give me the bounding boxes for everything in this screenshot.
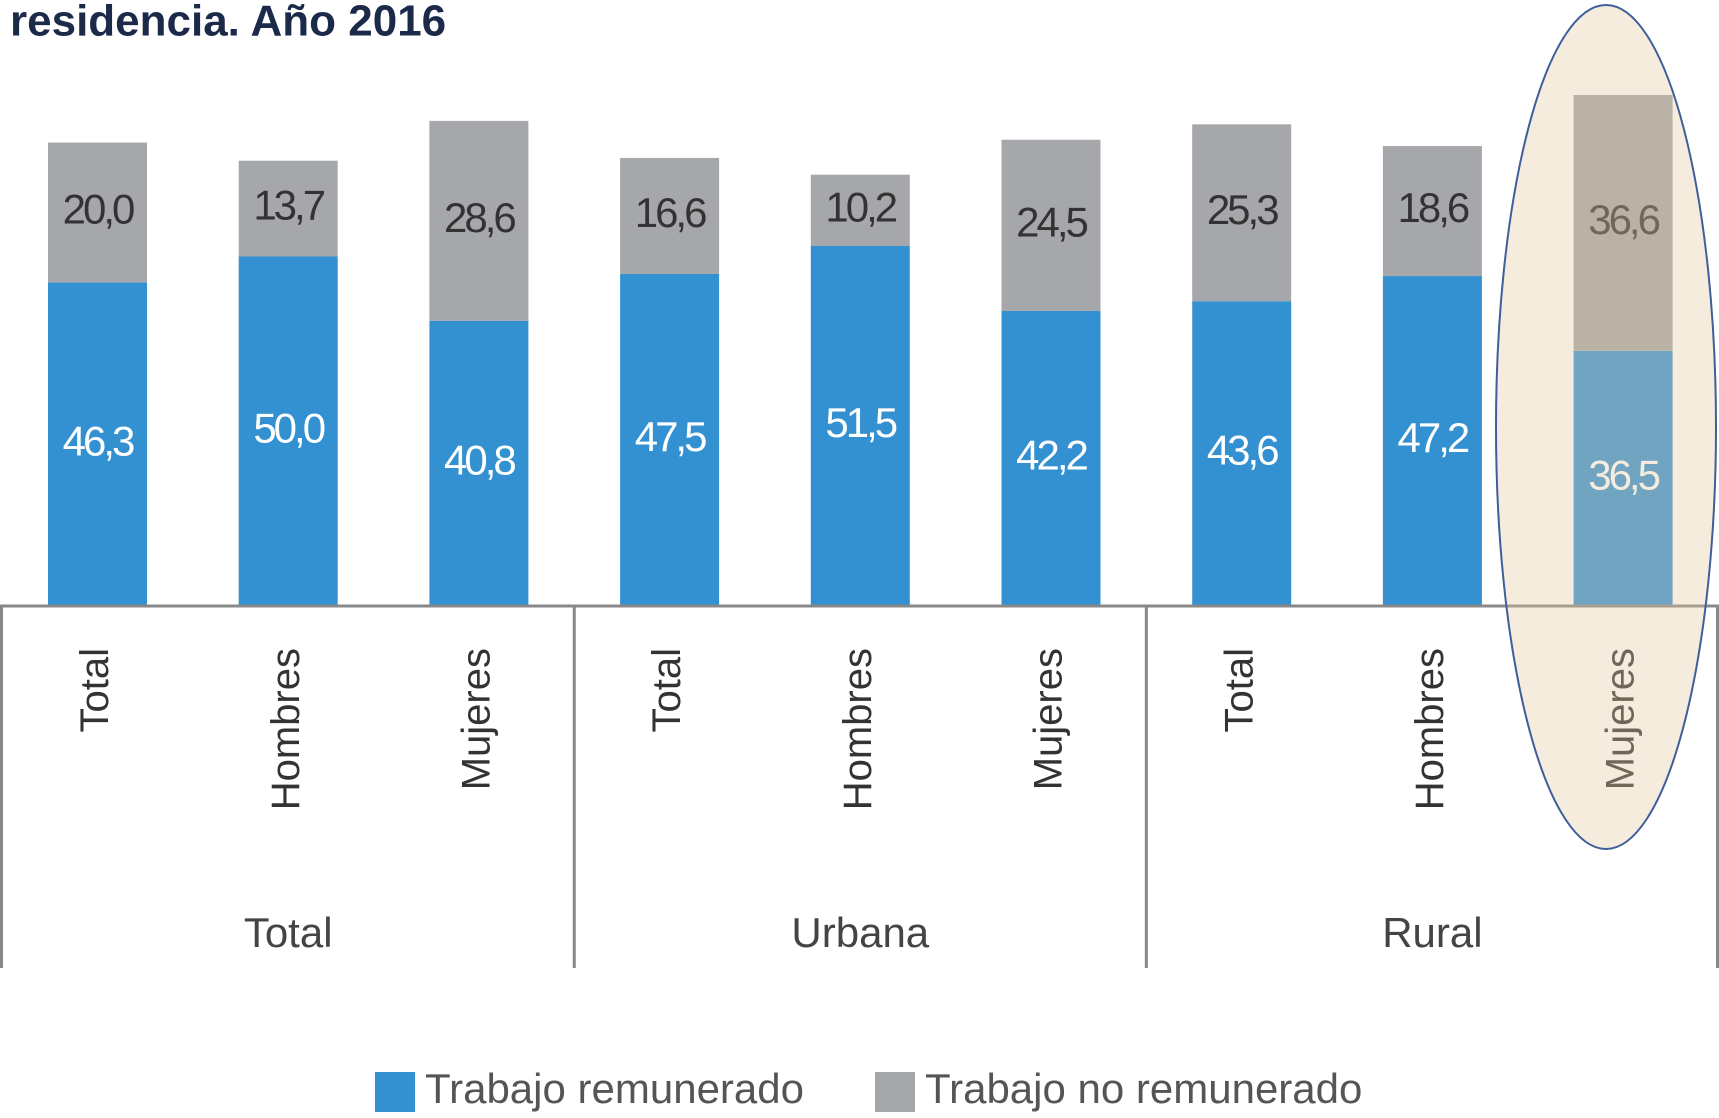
bar-segment	[1192, 124, 1292, 302]
x-tick-label: Mujeres	[1599, 648, 1643, 790]
bar-segment	[1001, 311, 1101, 606]
bar-segment	[1382, 276, 1482, 606]
value-label: 18,6	[1398, 184, 1469, 231]
value-label: 20,0	[63, 186, 134, 233]
value-label: 47,2	[1398, 414, 1469, 461]
bar-segment	[238, 256, 338, 606]
value-label: 10,2	[825, 183, 896, 230]
legend-swatch	[375, 1072, 415, 1112]
bar-segment	[429, 120, 529, 321]
highlight	[1495, 4, 1717, 850]
bar-segment	[620, 157, 720, 274]
value-label: 42,2	[1016, 432, 1087, 479]
bar-segment	[48, 142, 147, 283]
value-label: 25,3	[1207, 186, 1278, 233]
value-label: 50,0	[253, 404, 324, 451]
value-label: 47,5	[635, 413, 706, 460]
bar-segment	[810, 174, 910, 246]
value-label: 28,6	[444, 194, 515, 241]
x-tick-label: Total	[1217, 648, 1261, 733]
value-label: 51,5	[825, 399, 896, 446]
bar-segment	[1573, 95, 1673, 351]
bar-segment	[1573, 350, 1673, 606]
legend-label: Trabajo remunerado	[425, 1065, 804, 1112]
group-label: Urbana	[791, 909, 929, 956]
x-tick-label: Total	[645, 648, 689, 733]
chart-title: residencia. Año 2016	[10, 0, 446, 46]
value-label: 46,3	[63, 417, 134, 464]
legend: Trabajo remunerado Trabajo no remunerado	[375, 1065, 1362, 1112]
axis: Total Hombres Mujeres Total Hombres Mujeres To…	[0, 604, 1719, 968]
bar-segment	[1192, 301, 1292, 606]
value-label: 16,6	[635, 189, 706, 236]
value-label: 40,8	[444, 436, 515, 483]
bar-segment	[620, 273, 720, 606]
value-label: 36,6	[1588, 196, 1659, 243]
x-tick-label: Hombres	[1408, 648, 1452, 810]
group-label: Rural	[1382, 909, 1482, 956]
bar-segment	[48, 282, 147, 606]
x-tick-label: Mujeres	[454, 648, 498, 790]
bar-segment	[238, 160, 338, 257]
value-label: 43,6	[1207, 427, 1278, 474]
value-label: 36,5	[1588, 452, 1659, 499]
legend-swatch	[875, 1072, 915, 1112]
x-tick-label: Mujeres	[1027, 648, 1071, 790]
group-label: Total	[244, 909, 333, 956]
bar-segment	[429, 320, 529, 606]
x-tick-label: Hombres	[836, 648, 880, 810]
value-label: 24,5	[1016, 198, 1087, 245]
bars: 46,3 20,0 50,0 13,7 40,8 28,6 47,5 16,6 51,5 10,2…	[48, 95, 1673, 606]
bar-segment	[1001, 139, 1101, 312]
value-label: 13,7	[253, 182, 324, 229]
bar-segment	[810, 245, 910, 606]
x-tick-label: Hombres	[264, 648, 308, 810]
x-tick-label: Total	[73, 648, 117, 733]
legend-label: Trabajo no remunerado	[925, 1065, 1362, 1112]
bar-segment	[1382, 146, 1482, 277]
